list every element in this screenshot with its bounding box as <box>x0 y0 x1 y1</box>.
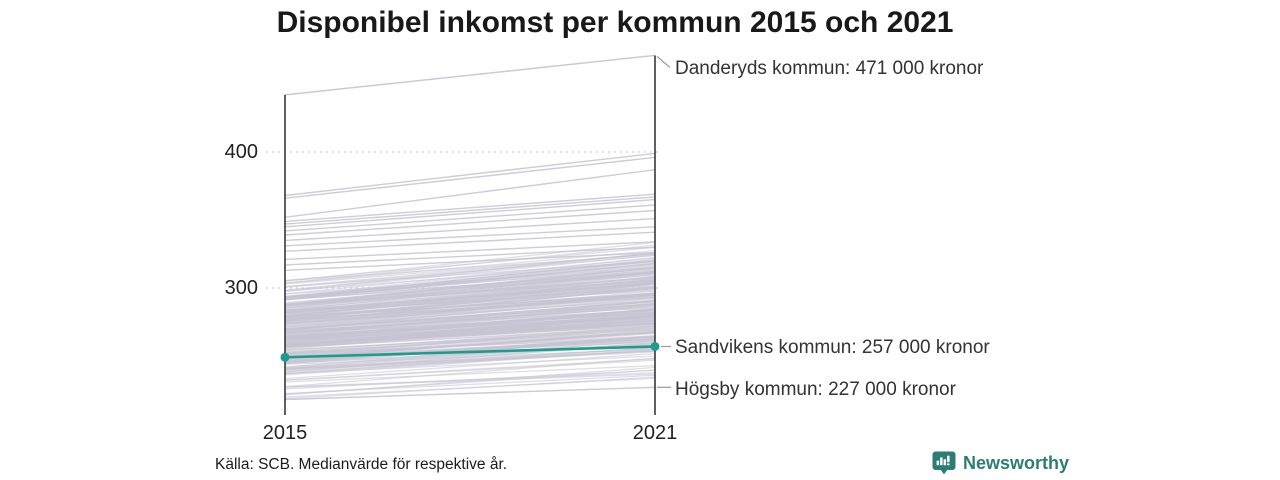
background-line <box>284 339 656 370</box>
annotation-danderyd: Danderyds kommun: 471 000 kronor <box>675 58 984 79</box>
background-line <box>284 217 656 242</box>
x-tick-label-2015: 2015 <box>263 422 308 444</box>
highlight-point-2021 <box>650 341 660 351</box>
background-line <box>284 358 656 381</box>
background-line <box>284 296 656 330</box>
background-line <box>284 369 656 395</box>
highlight-point-2015 <box>280 352 290 362</box>
background-line <box>284 263 656 301</box>
background-line <box>284 292 656 328</box>
background-line <box>284 231 656 252</box>
background-line <box>284 169 656 218</box>
background-line <box>284 309 656 342</box>
background-line <box>284 244 656 284</box>
x-tick-label-2021: 2021 <box>633 422 678 444</box>
background-lines-group <box>284 54 656 401</box>
background-line <box>284 54 656 96</box>
background-line <box>284 198 656 228</box>
background-line <box>284 193 656 223</box>
background-line <box>284 252 656 292</box>
background-line <box>284 332 656 353</box>
annotation-hogsby: Högsby kommun: 227 000 kronor <box>675 379 957 400</box>
source-note: Källa: SCB. Medianvärde för respektive å… <box>215 456 508 473</box>
background-line <box>284 281 656 317</box>
page-title: Disponibel inkomst per kommun 2015 och 2… <box>276 6 954 39</box>
background-line <box>284 309 656 332</box>
background-line <box>284 152 656 197</box>
background-line <box>284 226 656 247</box>
newsworthy-chart-bubble-icon <box>932 451 956 475</box>
y-tick-label-300: 300 <box>225 277 258 299</box>
background-line <box>284 253 656 285</box>
background-line <box>284 327 656 352</box>
background-line <box>284 364 656 383</box>
background-line <box>284 323 656 346</box>
background-line <box>284 352 656 380</box>
background-line <box>284 373 656 388</box>
background-line <box>284 204 656 232</box>
background-line <box>284 386 656 401</box>
background-line <box>284 336 656 356</box>
background-line <box>284 241 656 261</box>
background-line <box>284 314 656 348</box>
background-line <box>284 350 656 370</box>
background-line <box>284 275 656 314</box>
background-line <box>284 260 656 288</box>
leader-line-danderyd <box>656 55 671 68</box>
highlight-series-sandviken <box>280 341 660 362</box>
background-line <box>284 196 656 225</box>
highlight-line <box>284 345 656 359</box>
background-line <box>284 257 656 297</box>
background-line <box>284 311 656 337</box>
background-line <box>284 209 656 236</box>
brand-name: Newsworthy <box>963 452 1070 473</box>
background-line <box>284 251 656 271</box>
y-tick-label-400: 400 <box>225 141 258 163</box>
background-line <box>284 156 656 199</box>
background-line <box>284 300 656 331</box>
background-line <box>284 289 656 318</box>
background-line <box>284 377 656 398</box>
background-line <box>284 246 656 266</box>
background-line <box>284 271 656 308</box>
background-line <box>284 269 656 301</box>
background-line <box>284 282 656 321</box>
background-line <box>284 355 656 375</box>
background-line <box>284 292 656 326</box>
annotation-sandviken: Sandvikens kommun: 257 000 kronor <box>675 337 990 358</box>
brand-logo: Newsworthy <box>932 451 1069 475</box>
background-line <box>284 290 656 325</box>
